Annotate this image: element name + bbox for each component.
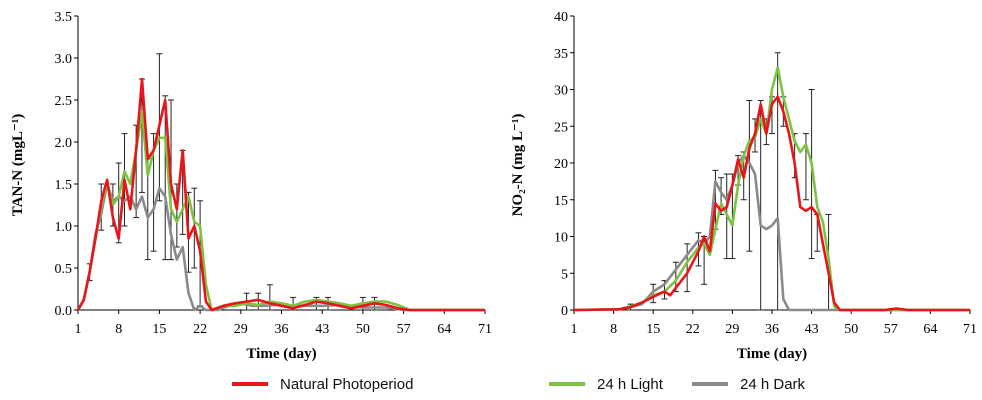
x-tick-label: 71 [963, 322, 977, 337]
x-tick-label: 15 [152, 322, 166, 337]
x-tick-label: 64 [437, 322, 451, 337]
x-tick-label: 8 [610, 322, 617, 337]
x-tick-label: 36 [765, 322, 779, 337]
y-tick-label: 0.5 [55, 262, 73, 277]
series-line-24-h-light [573, 66, 970, 312]
y-tick-label: 1.5 [55, 178, 73, 193]
legend-item-24h-dark: 24 h Dark [692, 372, 805, 396]
tan-chart: 0.0 0.5 1.0 1.5 2.0 2.5 3.0 3.5 1 8 15 22 29 36 43 50 57… [10, 10, 492, 362]
no2-chart: 0 5 10 15 20 25 30 35 40 1 8 15 22 29 36 43 50 57 64 71 Time… [510, 10, 977, 362]
y-tick-label: 25 [554, 120, 568, 135]
x-tick-label: 71 [478, 322, 492, 337]
x-tick-label: 22 [686, 322, 700, 337]
series-line-24-h-dark [573, 154, 970, 312]
y-axis-title: TAN-N (mgL⁻¹) [10, 114, 26, 217]
x-axis-title: Time (day) [246, 346, 316, 362]
legend-swatch-24h-light [549, 382, 585, 386]
y-tick-label: 3.0 [55, 52, 73, 67]
y-tick-label: 15 [554, 194, 568, 209]
series-line-24-h-dark [76, 182, 485, 312]
x-tick-label: 29 [725, 322, 739, 337]
x-axis-title: Time (day) [737, 346, 807, 362]
y-tick-label: 2.0 [55, 136, 73, 151]
x-tick-label: 1 [571, 322, 578, 337]
x-tick-label: 50 [844, 322, 858, 337]
y-tick-label: 1.0 [55, 220, 73, 235]
y-tick-label: 40 [554, 10, 568, 25]
y-tick-label: 2.5 [55, 94, 73, 109]
y-axis-title: NO₂-N (mg L⁻¹) [510, 114, 526, 217]
x-tick-label: 57 [884, 322, 898, 337]
series-line-natural-photoperiod [573, 95, 970, 312]
x-tick-label: 29 [234, 322, 248, 337]
legend-swatch-24h-dark [692, 382, 728, 386]
x-tick-label: 43 [315, 322, 329, 337]
legend: Natural Photoperiod 24 h Light 24 h Dark [0, 372, 982, 396]
legend-label: 24 h Dark [740, 375, 806, 393]
x-tick-label: 1 [75, 322, 82, 337]
y-tick-label: 0.0 [55, 304, 73, 319]
legend-item-24h-light: 24 h Light [549, 372, 663, 396]
legend-label: Natural Photoperiod [280, 375, 414, 393]
x-tick-label: 43 [805, 322, 819, 337]
x-tick-label: 36 [275, 322, 289, 337]
x-tick-label: 8 [115, 322, 122, 337]
legend-swatch-natural-photoperiod [232, 382, 268, 386]
y-tick-label: 10 [554, 231, 568, 246]
y-tick-label: 0 [561, 304, 568, 319]
x-tick-label: 64 [923, 322, 937, 337]
legend-label: 24 h Light [597, 375, 663, 393]
x-tick-label: 22 [193, 322, 207, 337]
x-tick-label: 15 [646, 322, 660, 337]
y-tick-label: 20 [554, 157, 568, 172]
series-line-natural-photoperiod [76, 77, 485, 312]
x-tick-label: 57 [397, 322, 411, 337]
y-tick-label: 5 [561, 267, 568, 282]
y-tick-label: 35 [554, 47, 568, 62]
y-tick-label: 3.5 [55, 10, 73, 25]
series-line-24-h-light [76, 111, 485, 312]
legend-item-natural-photoperiod: Natural Photoperiod [232, 372, 413, 396]
y-tick-label: 30 [554, 84, 568, 99]
x-tick-label: 50 [356, 322, 370, 337]
